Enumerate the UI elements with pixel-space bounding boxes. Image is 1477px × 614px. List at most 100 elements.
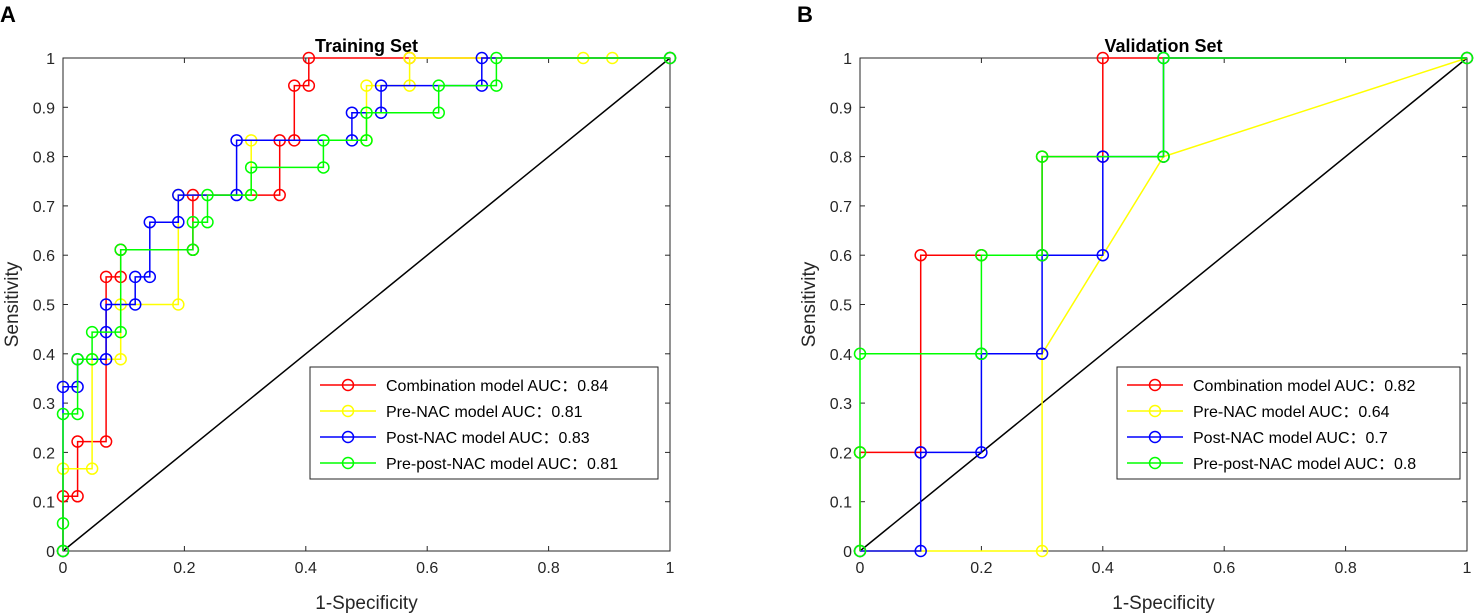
- panel-letter: A: [0, 2, 16, 27]
- data-point: [273, 188, 286, 202]
- legend-marker: [1148, 456, 1162, 470]
- data-point: [1035, 150, 1049, 163]
- data-point: [172, 298, 185, 311]
- x-tick-label: 0.8: [537, 560, 559, 577]
- y-tick-label: 0.6: [33, 248, 55, 265]
- x-tick-label: 0.4: [1092, 560, 1114, 577]
- chart-title: Validation Set: [1104, 36, 1222, 56]
- series-3: [853, 51, 1474, 558]
- panel-letter: B: [797, 2, 813, 27]
- x-axis-label: 1-Specificity: [1112, 593, 1215, 614]
- data-point: [143, 215, 157, 229]
- data-point: [853, 347, 867, 361]
- data-point: [56, 517, 70, 530]
- data-point: [302, 79, 316, 92]
- data-point: [244, 161, 258, 174]
- y-tick-label: 1: [46, 51, 55, 68]
- data-point: [71, 352, 84, 366]
- y-tick-label: 1: [843, 51, 852, 68]
- data-point: [1035, 347, 1049, 361]
- data-point: [56, 544, 70, 558]
- data-point: [114, 325, 127, 339]
- data-point: [71, 435, 84, 448]
- y-tick-label: 0.1: [830, 495, 852, 512]
- data-point: [1035, 544, 1049, 558]
- y-tick-label: 0.5: [830, 298, 852, 315]
- legend-label: Post-NAC model AUC：0.7: [1193, 430, 1388, 447]
- series-line: [859, 57, 1467, 551]
- data-point: [114, 352, 127, 366]
- legend: Combination model AUC：0.84 Pre-NAC model …: [309, 366, 659, 480]
- data-point: [975, 347, 988, 361]
- y-tick-label: 0.8: [33, 150, 55, 167]
- legend-marker: [1148, 378, 1162, 392]
- data-point: [99, 352, 113, 366]
- x-tick-label: 0.6: [1213, 560, 1235, 577]
- data-point: [975, 446, 988, 459]
- legend-label: Combination model AUC：0.82: [1193, 378, 1415, 395]
- y-tick-label: 0.7: [33, 199, 55, 216]
- diagonal-reference-line: [859, 57, 1468, 552]
- data-point: [1096, 51, 1110, 65]
- y-tick-label: 0.4: [830, 347, 852, 364]
- y-tick-label: 0.6: [830, 248, 852, 265]
- y-tick-label: 0: [46, 544, 55, 561]
- data-point: [1157, 150, 1170, 163]
- data-point: [490, 79, 503, 92]
- y-tick-label: 0.4: [33, 347, 55, 364]
- y-tick-label: 0.7: [830, 199, 852, 216]
- x-tick-label: 0.4: [295, 560, 317, 577]
- data-point: [201, 215, 214, 229]
- x-tick-label: 1: [1463, 560, 1472, 577]
- legend-label: Combination model AUC：0.84: [386, 378, 608, 395]
- data-point: [914, 446, 927, 459]
- data-point: [186, 215, 200, 229]
- x-tick-label: 0.2: [970, 560, 992, 577]
- y-tick-label: 0.3: [33, 396, 55, 413]
- y-tick-label: 0.2: [830, 445, 852, 462]
- data-point: [230, 134, 243, 147]
- data-point: [71, 407, 84, 421]
- data-point: [345, 106, 359, 119]
- data-point: [853, 544, 867, 558]
- legend-marker: [1148, 430, 1162, 444]
- data-point: [99, 270, 113, 284]
- data-point: [99, 298, 113, 311]
- legend-label: Post-NAC model AUC：0.83: [386, 430, 590, 447]
- data-point: [85, 462, 99, 475]
- y-axis-label: Sensitivity: [2, 261, 23, 347]
- data-point: [975, 248, 988, 262]
- data-point: [360, 79, 373, 92]
- y-tick-label: 0.2: [33, 445, 55, 462]
- x-tick-label: 0: [59, 560, 68, 577]
- data-point: [1157, 51, 1170, 65]
- data-point: [360, 134, 373, 147]
- y-tick-label: 0.9: [830, 100, 852, 117]
- data-point: [143, 270, 157, 284]
- x-tick-label: 1: [666, 560, 675, 577]
- y-tick-label: 0.8: [830, 150, 852, 167]
- x-tick-label: 0: [856, 560, 865, 577]
- data-point: [186, 243, 200, 257]
- legend-marker: [341, 404, 355, 418]
- data-point: [302, 51, 316, 65]
- data-point: [244, 188, 258, 202]
- data-point: [85, 325, 99, 339]
- data-point: [56, 407, 70, 421]
- y-tick-label: 0.1: [33, 495, 55, 512]
- legend-marker: [341, 378, 355, 392]
- data-point: [172, 188, 185, 202]
- x-tick-label: 0.6: [416, 560, 438, 577]
- data-point: [71, 490, 84, 503]
- data-point: [128, 298, 142, 311]
- y-tick-label: 0.5: [33, 298, 55, 315]
- legend-label: Pre-NAC model AUC：0.64: [1193, 404, 1390, 421]
- chart-panel-a: A 0 0.2 0.4 0.6 0.8 1 0 0.1 0.2 0.3 0.4 0.5 0.6 0.7 0.8…: [0, 2, 677, 614]
- series-3: [56, 51, 677, 558]
- diagonal-reference-line: [62, 57, 671, 552]
- data-point: [201, 188, 214, 202]
- data-point: [85, 352, 99, 366]
- data-point: [432, 106, 445, 119]
- legend-label: Pre-NAC model AUC：0.81: [386, 404, 583, 421]
